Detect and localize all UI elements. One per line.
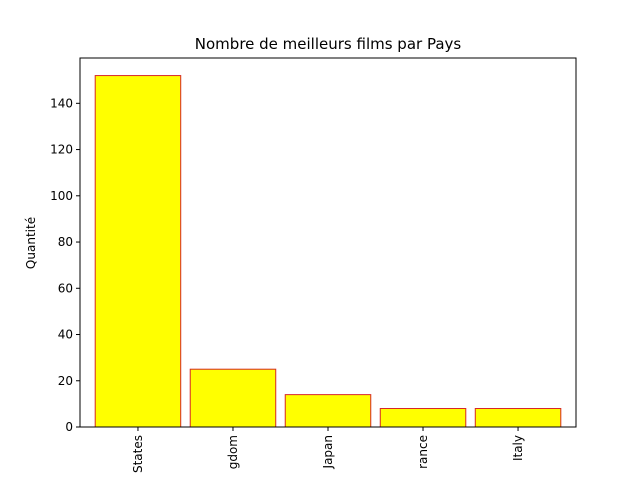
- bar-japan: [284, 394, 372, 428]
- bars-group: [94, 75, 562, 428]
- plot-frame: [79, 57, 577, 428]
- y-tick-label: 120: [50, 143, 73, 157]
- y-tick-label: 20: [58, 374, 73, 388]
- y-tick-label: 100: [50, 189, 73, 203]
- x-tick-label: Japan: [321, 435, 335, 469]
- bar-italy: [474, 408, 562, 428]
- bar-france: [379, 408, 467, 428]
- x-tick-label: States: [131, 435, 145, 473]
- y-tick-label: 0: [65, 420, 73, 434]
- bar-united-states: [94, 75, 182, 428]
- x-tick-label: rance: [416, 435, 430, 469]
- x-tick-label: Italy: [511, 435, 525, 461]
- y-tick-label: 40: [58, 328, 73, 342]
- bar-united-kingdom: [189, 368, 277, 428]
- y-tick-label: 80: [58, 235, 73, 249]
- x-ticks-group: States gdom Japan rance Italy: [131, 427, 525, 473]
- y-tick-label: 140: [50, 96, 73, 110]
- x-tick-label: gdom: [226, 435, 240, 469]
- y-axis-label: Quantité: [24, 217, 38, 269]
- y-tick-label: 60: [58, 281, 73, 295]
- chart-title: Nombre de meilleurs films par Pays: [195, 35, 462, 53]
- y-ticks-group: 0 20 40 60 80 100 120 140: [50, 96, 80, 434]
